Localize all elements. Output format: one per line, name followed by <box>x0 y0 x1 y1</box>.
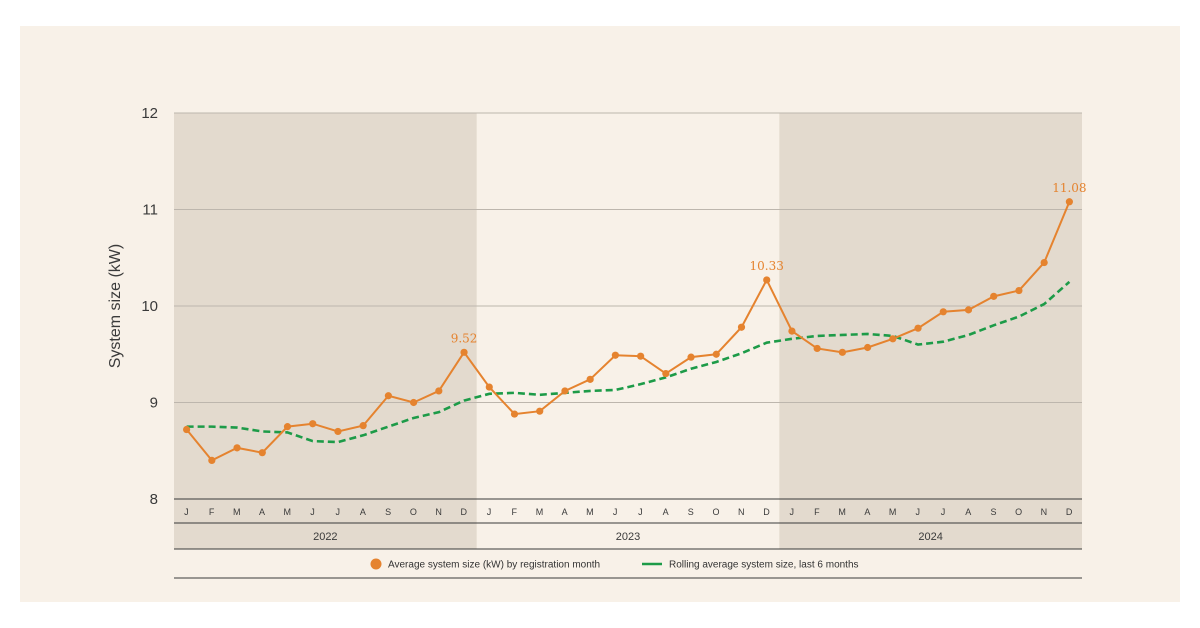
monthly-average-point <box>334 427 342 436</box>
month-tick-label: S <box>385 507 392 517</box>
data-label: 11.08 <box>1052 181 1086 195</box>
month-tick-label: A <box>360 507 367 517</box>
y-tick-label: 11 <box>142 202 158 219</box>
legend-label-rolling: Rolling average system size, last 6 mont… <box>669 560 859 571</box>
monthly-average-point <box>687 353 695 361</box>
year-shade-band <box>779 113 1082 549</box>
monthly-average-point <box>637 352 645 360</box>
monthly-average-point <box>586 375 594 383</box>
month-tick-label: A <box>562 507 569 517</box>
month-tick-label: M <box>233 507 241 517</box>
monthly-average-point <box>359 422 367 430</box>
monthly-average-point <box>435 387 443 395</box>
monthly-average-point <box>536 407 544 415</box>
year-label: 2022 <box>313 531 337 543</box>
month-tick-label: D <box>1066 507 1073 517</box>
month-tick-label: J <box>310 507 315 517</box>
year-shade-band <box>174 113 477 549</box>
month-tick-label: A <box>663 507 670 517</box>
month-tick-label: D <box>461 507 468 517</box>
monthly-average-point <box>283 423 292 431</box>
legend-marker-monthly <box>370 558 382 570</box>
month-tick-label: J <box>941 507 946 517</box>
month-tick-label: J <box>335 507 340 517</box>
month-tick-label: M <box>284 507 292 517</box>
monthly-average-point <box>889 335 897 343</box>
monthly-average-point <box>813 344 821 353</box>
month-tick-label: J <box>487 507 492 517</box>
rolling-average-line <box>186 280 1071 444</box>
monthly-average-point <box>914 324 922 332</box>
month-tick-label: F <box>814 507 820 517</box>
monthly-average-point <box>611 351 619 359</box>
line-chart: 8 9 10 11 12 System size (kW) J F M A M J J A S O N D J F M A… <box>107 105 1087 579</box>
monthly-average-point <box>510 410 519 418</box>
month-tick-label: M <box>586 507 594 517</box>
monthly-average-point <box>460 348 468 356</box>
data-label: 10.33 <box>750 259 784 273</box>
monthly-average-point <box>384 392 392 400</box>
monthly-average-point <box>737 323 746 331</box>
month-tick-label: S <box>990 507 997 517</box>
month-tick-label: N <box>1041 507 1048 517</box>
month-tick-label: J <box>789 507 794 517</box>
month-tick-label: J <box>916 507 921 517</box>
month-tick-label: M <box>889 507 897 517</box>
month-tick-label: J <box>638 507 643 517</box>
month-tick-label: F <box>209 507 215 517</box>
chart-panel: 8 9 10 11 12 System size (kW) J F M A M J J A S O N D J F M A… <box>20 26 1180 602</box>
y-tick-label: 8 <box>150 491 158 508</box>
y-tick-label: 10 <box>141 298 158 315</box>
monthly-average-point <box>233 444 241 452</box>
y-tick-label: 12 <box>141 105 158 122</box>
monthly-average-point <box>208 456 216 464</box>
monthly-average-point <box>1040 258 1048 267</box>
month-tick-label: O <box>1015 507 1023 517</box>
monthly-average-line <box>185 201 1071 462</box>
month-tick-label: F <box>512 507 518 517</box>
month-tick-label: M <box>838 507 846 517</box>
monthly-average-point <box>1015 286 1023 295</box>
legend-label-monthly: Average system size (kW) by registration… <box>388 560 600 571</box>
monthly-average-point <box>561 387 569 395</box>
month-tick-label: A <box>864 507 871 517</box>
year-label: 2023 <box>616 531 640 543</box>
monthly-average-point <box>788 327 796 335</box>
month-tick-label: O <box>410 507 418 517</box>
monthly-average-point <box>838 348 846 356</box>
monthly-average-point <box>964 306 973 314</box>
month-tick-label: N <box>738 507 745 517</box>
month-tick-label: A <box>259 507 266 517</box>
y-axis-title: System size (kW) <box>107 244 124 368</box>
monthly-average-point <box>763 276 771 284</box>
y-tick-label: 9 <box>150 395 158 412</box>
monthly-average-point <box>485 383 493 391</box>
month-tick-label: S <box>688 507 695 517</box>
monthly-average-point <box>712 350 720 358</box>
monthly-average-point <box>258 449 266 457</box>
data-label: 9.52 <box>451 331 478 345</box>
month-tick-label: O <box>713 507 721 517</box>
year-label: 2024 <box>918 531 942 543</box>
month-tick-label: D <box>763 507 770 517</box>
month-tick-label: A <box>965 507 972 517</box>
monthly-average-point <box>1065 198 1073 206</box>
month-tick-label: N <box>435 507 442 517</box>
monthly-average-point <box>990 292 998 300</box>
month-tick-label: M <box>536 507 544 517</box>
monthly-average-point <box>183 425 191 434</box>
monthly-average-point <box>662 369 670 378</box>
monthly-average-point <box>309 420 317 428</box>
month-tick-label: J <box>184 507 189 517</box>
monthly-average-point <box>939 308 947 316</box>
month-tick-label: J <box>613 507 618 517</box>
monthly-average-point <box>410 398 418 407</box>
monthly-average-point <box>864 343 872 352</box>
